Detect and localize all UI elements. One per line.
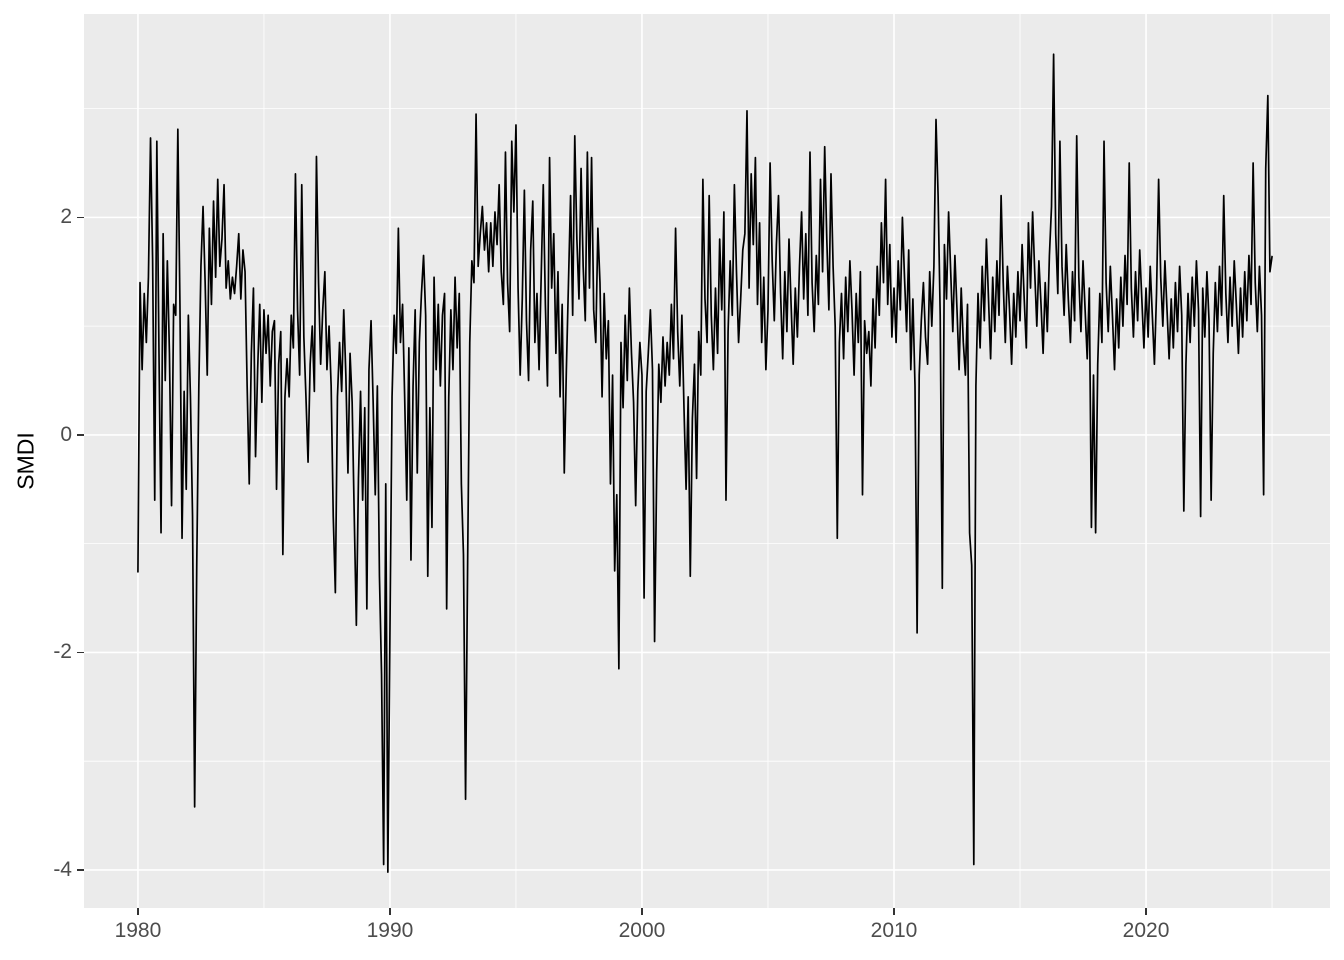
plot-panel: [84, 14, 1330, 908]
y-tick-mark: [77, 434, 84, 436]
y-axis-title: SMDI: [12, 432, 39, 490]
x-tick-label: 2000: [618, 919, 666, 942]
series-line-smdi: [137, 53, 1273, 873]
x-tick-mark: [137, 908, 139, 915]
x-tick-mark: [893, 908, 895, 915]
plot-canvas: [84, 14, 1330, 908]
x-tick-label: 1980: [114, 919, 162, 942]
x-tick-mark: [389, 908, 391, 915]
x-tick-label: 2010: [870, 919, 918, 942]
x-tick-label: 1990: [366, 919, 414, 942]
x-tick-mark: [1145, 908, 1147, 915]
x-tick-label: 2020: [1122, 919, 1170, 942]
y-tick-mark: [77, 869, 84, 871]
y-tick-mark: [77, 216, 84, 219]
y-tick-label: 2: [60, 205, 72, 229]
y-tick-label: -2: [53, 640, 72, 664]
y-tick-label: 0: [60, 422, 72, 446]
y-tick-mark: [77, 651, 84, 654]
y-tick-label: -4: [53, 857, 72, 881]
x-tick-mark: [641, 908, 643, 915]
